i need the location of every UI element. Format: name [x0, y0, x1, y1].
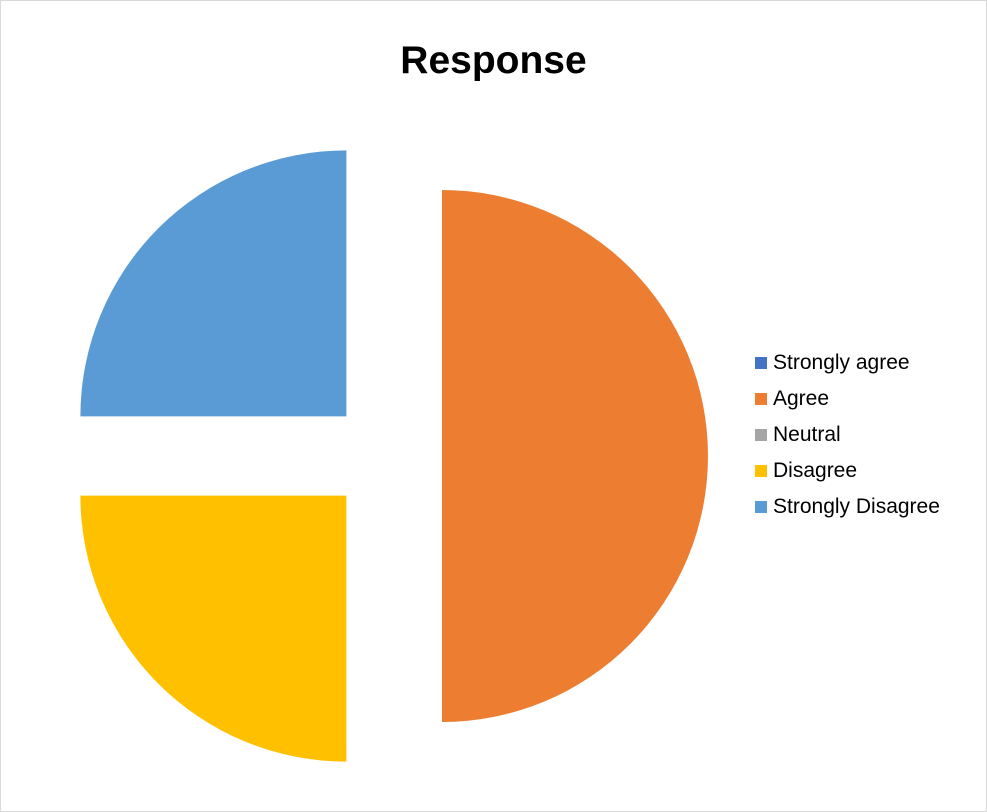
- legend-label: Disagree: [773, 459, 858, 482]
- legend-swatch: [755, 357, 767, 369]
- legend-swatch: [755, 465, 767, 477]
- legend-label: Neutral: [773, 423, 841, 446]
- legend-item-disagree: Disagree: [755, 453, 940, 489]
- legend-swatch: [755, 393, 767, 405]
- legend-item-strongly-disagree: Strongly Disagree: [755, 489, 940, 525]
- legend-swatch: [755, 501, 767, 513]
- pie-slice-strongly-disagree: [80, 150, 347, 417]
- legend-item-agree: Agree: [755, 381, 940, 417]
- chart-title: Response: [400, 39, 587, 82]
- legend-label: Strongly Disagree: [773, 495, 940, 518]
- legend-item-neutral: Neutral: [755, 417, 940, 453]
- legend: Strongly agree Agree Neutral Disagree St…: [755, 345, 940, 525]
- legend-label: Strongly agree: [773, 351, 910, 374]
- pie-slice-agree: [442, 190, 708, 722]
- legend-swatch: [755, 429, 767, 441]
- pie-slice-disagree: [80, 495, 347, 762]
- legend-label: Agree: [773, 387, 830, 410]
- legend-item-strongly-agree: Strongly agree: [755, 345, 940, 381]
